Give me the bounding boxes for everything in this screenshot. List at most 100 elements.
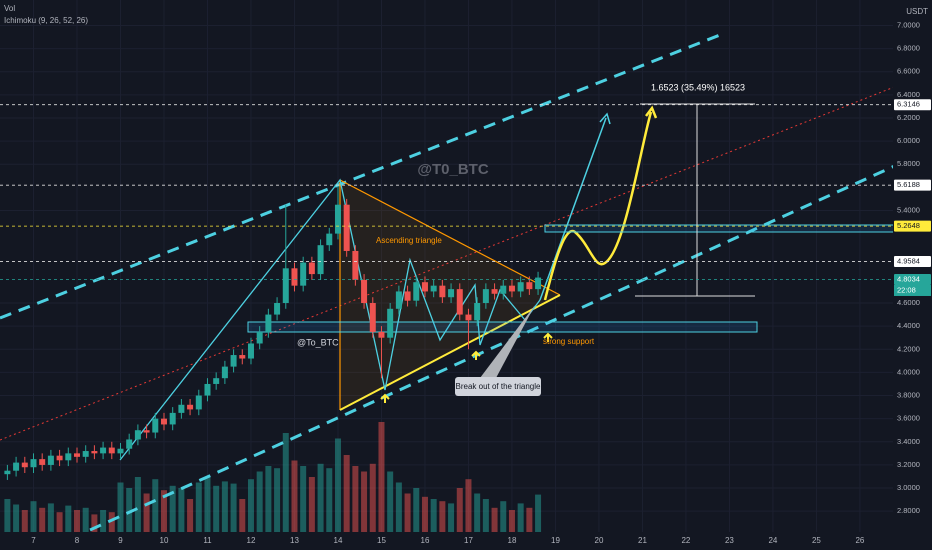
channel-upper bbox=[0, 31, 726, 320]
volume-bar bbox=[343, 455, 350, 532]
level-label-box bbox=[894, 273, 931, 285]
candle-body bbox=[326, 233, 333, 246]
volume-bar bbox=[82, 507, 89, 532]
x-tick-label: 22 bbox=[681, 536, 690, 545]
volume-bar bbox=[126, 488, 133, 532]
candle-body bbox=[343, 204, 350, 251]
marker bbox=[380, 393, 390, 403]
triangle-top bbox=[339, 179, 561, 296]
candle-body bbox=[47, 455, 54, 465]
volume-bar bbox=[56, 512, 63, 532]
y-tick-label: 3.0000 bbox=[897, 483, 920, 492]
marker bbox=[471, 350, 481, 360]
levels bbox=[0, 104, 893, 280]
resistance-zone bbox=[544, 224, 932, 233]
candle-body bbox=[195, 395, 202, 410]
candles bbox=[4, 185, 542, 480]
volume-bar bbox=[178, 488, 185, 532]
y-tick-label: 6.6000 bbox=[897, 67, 920, 76]
volume-bar bbox=[239, 499, 246, 532]
y-tick-label: 3.4000 bbox=[897, 437, 920, 446]
support-zone bbox=[247, 321, 758, 333]
volume-bar bbox=[326, 468, 333, 532]
volume-bar bbox=[300, 466, 307, 532]
candle-body bbox=[465, 314, 472, 321]
candle-body bbox=[448, 289, 455, 298]
candle-body bbox=[13, 462, 20, 471]
volume-bar bbox=[100, 510, 107, 532]
annotation: 1.6523 (35.49%) 16523 bbox=[651, 82, 745, 92]
y-tick-label: 4.2000 bbox=[897, 344, 920, 353]
candle-body bbox=[230, 355, 237, 367]
volume-bar bbox=[134, 477, 141, 532]
volume-bar bbox=[448, 503, 455, 532]
candle-body bbox=[30, 459, 37, 468]
grid bbox=[0, 0, 893, 532]
volume-bar bbox=[204, 477, 211, 532]
x-tick-label: 10 bbox=[160, 536, 169, 545]
candle-body bbox=[439, 285, 446, 298]
candle-body bbox=[361, 279, 368, 304]
volume-bar bbox=[247, 479, 254, 532]
y-tick-label: 2.8000 bbox=[897, 506, 920, 515]
candle-body bbox=[395, 291, 402, 309]
candle-body bbox=[404, 291, 411, 301]
volume-bar bbox=[352, 466, 359, 532]
candle-body bbox=[369, 303, 376, 332]
level-label-box bbox=[894, 220, 931, 232]
x-tick-label: 12 bbox=[247, 536, 256, 545]
candle-body bbox=[247, 343, 254, 359]
candle-body bbox=[91, 451, 98, 454]
y-tick-label: 4.6000 bbox=[897, 298, 920, 307]
volume-bar bbox=[517, 503, 524, 532]
volume-bar bbox=[421, 496, 428, 532]
callout-pointer bbox=[480, 305, 535, 378]
y-tick-label: 7.0000 bbox=[897, 20, 920, 29]
annotation: strong support bbox=[543, 337, 595, 346]
x-tick-label: 7 bbox=[31, 536, 36, 545]
candle-body bbox=[117, 448, 124, 454]
volume-bar bbox=[500, 501, 507, 532]
volume-bar bbox=[430, 499, 437, 532]
volume-bar bbox=[256, 471, 263, 532]
volume-bar bbox=[526, 507, 533, 532]
candle-body bbox=[187, 404, 194, 410]
volume-bar bbox=[482, 499, 489, 532]
indicator-label: Ichimoku (9, 26, 52, 26) bbox=[4, 16, 88, 25]
level-label: 5.6188 bbox=[897, 180, 920, 189]
x-tick-label: 19 bbox=[551, 536, 560, 545]
x-tick-label: 15 bbox=[377, 536, 386, 545]
x-tick-label: 16 bbox=[421, 536, 430, 545]
x-tick-label: 20 bbox=[595, 536, 604, 545]
volume-bar bbox=[47, 503, 54, 532]
candle-body bbox=[413, 282, 420, 301]
volume-bar bbox=[361, 471, 368, 532]
volume-bar bbox=[65, 505, 72, 532]
indicator-label: Vol bbox=[4, 4, 15, 13]
volume-bar bbox=[160, 490, 167, 532]
volume-bar bbox=[491, 507, 498, 532]
candle-body bbox=[108, 447, 115, 454]
level-label-box bbox=[894, 256, 931, 268]
y-tick-label: 6.0000 bbox=[897, 136, 920, 145]
candle-body bbox=[239, 355, 246, 359]
volume-bar bbox=[230, 483, 237, 532]
x-tick-label: 24 bbox=[768, 536, 777, 545]
candle-body bbox=[204, 383, 211, 396]
candle-body bbox=[387, 308, 394, 338]
level-label: 4.9584 bbox=[897, 257, 920, 266]
candle-body bbox=[274, 303, 281, 315]
candle-body bbox=[178, 404, 185, 413]
candle-body bbox=[256, 331, 263, 344]
volume-bar bbox=[274, 468, 281, 532]
volume-bar bbox=[195, 482, 202, 532]
volume-bar bbox=[387, 471, 394, 532]
arrow-cyan bbox=[539, 117, 607, 301]
candle-body bbox=[526, 282, 533, 290]
candle-body bbox=[500, 285, 507, 294]
candle-body bbox=[169, 412, 176, 425]
volume bbox=[4, 422, 542, 532]
arrow-head bbox=[599, 112, 611, 125]
currency: USDT bbox=[906, 7, 928, 16]
